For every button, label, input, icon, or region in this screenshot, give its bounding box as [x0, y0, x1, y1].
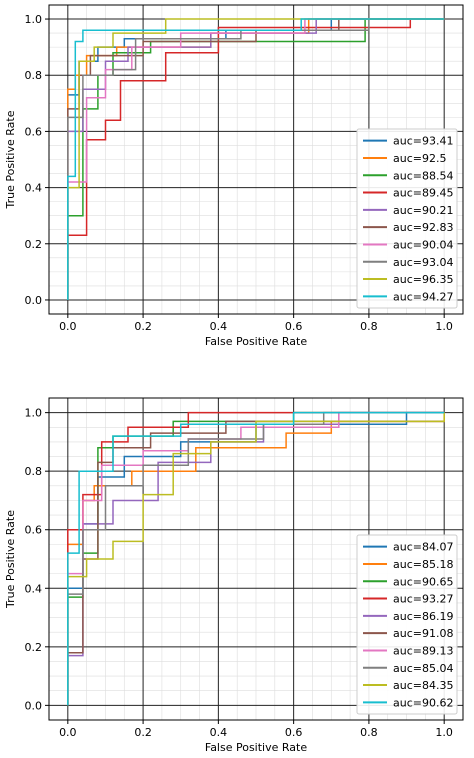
legend-label: auc=92.5	[393, 152, 446, 165]
legend-label: auc=85.04	[393, 662, 453, 675]
x-tick-label: 0.8	[360, 726, 378, 739]
legend-label: auc=93.04	[393, 256, 453, 269]
y-tick-label: 0.4	[25, 582, 43, 595]
series-line-5	[67, 18, 445, 300]
x-tick-label: 0.0	[59, 726, 77, 739]
y-tick-label: 0.0	[25, 699, 43, 712]
y-tick-label: 0.8	[25, 465, 43, 478]
legend-label: auc=96.35	[393, 273, 453, 286]
y-tick-label: 0.0	[25, 294, 43, 307]
series-line-10	[67, 411, 445, 706]
legend-box	[356, 128, 458, 309]
legend-label: auc=90.62	[393, 696, 453, 709]
legend-label: auc=93.27	[393, 593, 453, 606]
x-axis-label: False Positive Rate	[205, 335, 307, 348]
x-tick-label: 0.8	[360, 320, 378, 333]
series-line-8	[67, 411, 445, 706]
series-line-9	[67, 18, 445, 300]
y-tick-label: 0.8	[25, 69, 43, 82]
legend-label: auc=84.07	[393, 541, 453, 554]
legend: auc=93.41 auc=92.5 auc=88.54 auc=89.45 auc=9…	[356, 128, 458, 309]
legend-label: auc=89.45	[393, 187, 453, 200]
legend-label: auc=88.54	[393, 169, 453, 182]
legend-label: auc=90.65	[393, 575, 453, 588]
series-line-3	[67, 18, 445, 300]
series-line-9	[67, 412, 445, 706]
x-axis-label: False Positive Rate	[205, 741, 307, 754]
plot-frame	[48, 397, 464, 721]
legend-label: auc=91.08	[393, 627, 453, 640]
plot-frame	[48, 4, 464, 315]
legend-label: auc=86.19	[393, 610, 453, 623]
y-axis-label: True Positive Rate	[4, 510, 17, 609]
roc-chart-top: 0.0 0.2 0.4 0.6 0.8 1.0 0.0 0.2 0.4 0.6 0.8 1.0 Fals…	[4, 4, 464, 348]
y-tick-label: 0.4	[25, 182, 43, 195]
series-line-4	[67, 18, 445, 300]
series-line-8	[67, 18, 445, 300]
ticks: 0.0 0.2 0.4 0.6 0.8 1.0 0.0 0.2 0.4 0.6 0.8 1.0	[25, 13, 453, 333]
series-group	[67, 411, 445, 706]
y-tick-label: 0.2	[25, 238, 43, 251]
x-tick-label: 0.2	[134, 726, 152, 739]
legend-label: auc=90.04	[393, 238, 453, 251]
legend-label: auc=90.21	[393, 204, 453, 217]
legend-label: auc=85.18	[393, 558, 453, 571]
legend-label: auc=92.83	[393, 221, 453, 234]
series-group	[67, 18, 445, 300]
y-tick-label: 0.6	[25, 524, 43, 537]
x-tick-label: 0.0	[59, 320, 77, 333]
legend-label: auc=93.41	[393, 135, 453, 148]
legend-label: auc=84.35	[393, 679, 453, 692]
x-tick-label: 1.0	[435, 320, 453, 333]
x-tick-label: 1.0	[435, 726, 453, 739]
minor-grid	[49, 5, 463, 314]
legend-label: auc=94.27	[393, 290, 453, 303]
y-axis-label: True Positive Rate	[4, 110, 17, 209]
x-tick-label: 0.4	[210, 320, 228, 333]
legend-box	[356, 534, 458, 715]
x-tick-label: 0.2	[134, 320, 152, 333]
x-tick-label: 0.6	[285, 726, 303, 739]
series-line-4	[67, 411, 445, 706]
roc-chart-bottom: 0.0 0.2 0.4 0.6 0.8 1.0 0.0 0.2 0.4 0.6 0.8 1.0 Fals…	[4, 397, 464, 754]
y-tick-label: 0.2	[25, 641, 43, 654]
y-tick-label: 1.0	[25, 13, 43, 26]
x-tick-label: 0.4	[210, 726, 228, 739]
y-tick-label: 0.6	[25, 125, 43, 138]
x-tick-label: 0.6	[285, 320, 303, 333]
y-tick-label: 1.0	[25, 407, 43, 420]
legend: auc=84.07 auc=85.18 auc=90.65 auc=93.27 auc=…	[356, 534, 458, 715]
ticks: 0.0 0.2 0.4 0.6 0.8 1.0 0.0 0.2 0.4 0.6 0.8 1.0	[25, 407, 453, 739]
legend-label: auc=89.13	[393, 644, 453, 657]
series-line-10	[67, 18, 445, 300]
